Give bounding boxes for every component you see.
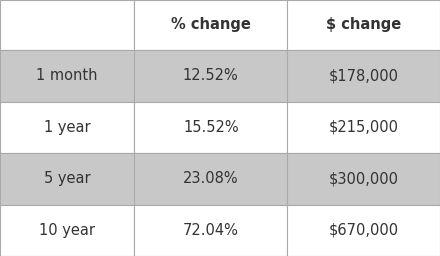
Text: % change: % change (171, 17, 251, 33)
Bar (0, 50, 134, 101)
Text: 72.04%: 72.04% (183, 223, 238, 238)
Text: 1 year: 1 year (44, 120, 90, 135)
Bar (134, 0, 287, 50)
Text: 5 year: 5 year (44, 171, 90, 186)
Bar (134, 101, 287, 153)
Text: $ change: $ change (326, 17, 401, 33)
Bar (0, 0, 134, 50)
Text: $178,000: $178,000 (329, 68, 399, 83)
Text: 15.52%: 15.52% (183, 120, 238, 135)
Bar (287, 50, 440, 101)
Bar (287, 205, 440, 256)
Bar (287, 153, 440, 205)
Bar (0, 101, 134, 153)
Text: $670,000: $670,000 (329, 223, 399, 238)
Bar (134, 50, 287, 101)
Text: $300,000: $300,000 (329, 171, 399, 186)
Bar (0, 153, 134, 205)
Text: 1 month: 1 month (37, 68, 98, 83)
Bar (287, 101, 440, 153)
Text: 10 year: 10 year (39, 223, 95, 238)
Bar (0, 205, 134, 256)
Bar (134, 205, 287, 256)
Text: $215,000: $215,000 (329, 120, 399, 135)
Text: 23.08%: 23.08% (183, 171, 238, 186)
Bar (134, 153, 287, 205)
Bar (287, 0, 440, 50)
Text: 12.52%: 12.52% (183, 68, 238, 83)
